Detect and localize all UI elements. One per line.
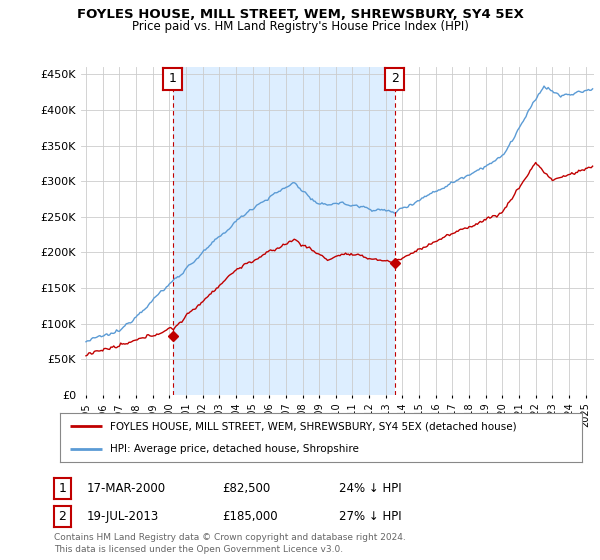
- Text: 1: 1: [169, 72, 177, 86]
- Text: 24% ↓ HPI: 24% ↓ HPI: [339, 482, 401, 495]
- Text: FOYLES HOUSE, MILL STREET, WEM, SHREWSBURY, SY4 5EX: FOYLES HOUSE, MILL STREET, WEM, SHREWSBU…: [77, 8, 523, 21]
- Text: 2: 2: [391, 72, 399, 86]
- Text: 2: 2: [58, 510, 67, 523]
- Bar: [173, 67, 395, 395]
- Text: 19-JUL-2013: 19-JUL-2013: [87, 510, 159, 523]
- Text: £185,000: £185,000: [222, 510, 278, 523]
- Text: Contains HM Land Registry data © Crown copyright and database right 2024.
This d: Contains HM Land Registry data © Crown c…: [54, 533, 406, 554]
- Text: 1: 1: [58, 482, 67, 495]
- Text: £82,500: £82,500: [222, 482, 270, 495]
- Text: Price paid vs. HM Land Registry's House Price Index (HPI): Price paid vs. HM Land Registry's House …: [131, 20, 469, 32]
- Text: 27% ↓ HPI: 27% ↓ HPI: [339, 510, 401, 523]
- Text: 17-MAR-2000: 17-MAR-2000: [87, 482, 166, 495]
- Text: FOYLES HOUSE, MILL STREET, WEM, SHREWSBURY, SY4 5EX (detached house): FOYLES HOUSE, MILL STREET, WEM, SHREWSBU…: [110, 421, 516, 431]
- Text: HPI: Average price, detached house, Shropshire: HPI: Average price, detached house, Shro…: [110, 444, 358, 454]
